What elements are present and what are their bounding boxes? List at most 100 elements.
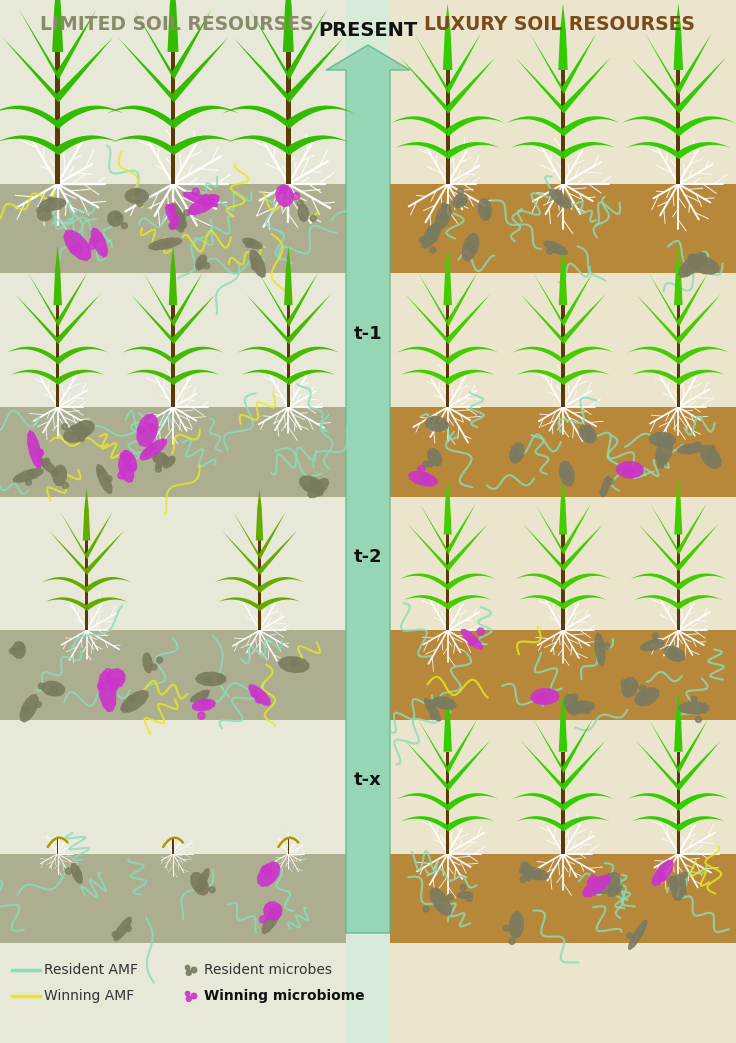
Polygon shape xyxy=(678,596,722,610)
Polygon shape xyxy=(257,862,280,887)
Bar xyxy=(0,630,346,720)
Circle shape xyxy=(122,705,128,710)
Polygon shape xyxy=(562,524,603,572)
Circle shape xyxy=(124,464,131,471)
Polygon shape xyxy=(288,38,343,102)
Polygon shape xyxy=(534,719,564,774)
Circle shape xyxy=(514,454,520,460)
Polygon shape xyxy=(288,9,327,80)
Circle shape xyxy=(431,236,437,242)
Polygon shape xyxy=(634,687,659,706)
Polygon shape xyxy=(664,646,686,662)
Circle shape xyxy=(696,717,701,723)
Circle shape xyxy=(43,207,50,212)
Bar xyxy=(390,184,736,273)
Polygon shape xyxy=(648,272,679,326)
Polygon shape xyxy=(41,681,66,697)
Polygon shape xyxy=(424,698,441,722)
Polygon shape xyxy=(678,272,708,326)
Circle shape xyxy=(151,664,157,670)
Polygon shape xyxy=(676,534,680,630)
Polygon shape xyxy=(263,901,283,921)
Polygon shape xyxy=(38,458,59,476)
Polygon shape xyxy=(447,346,499,365)
Polygon shape xyxy=(237,346,289,365)
Circle shape xyxy=(144,448,151,456)
Circle shape xyxy=(270,908,277,916)
Polygon shape xyxy=(98,671,116,712)
Polygon shape xyxy=(559,246,567,306)
Bar xyxy=(0,0,346,1043)
Circle shape xyxy=(198,712,205,720)
Circle shape xyxy=(316,490,322,495)
Circle shape xyxy=(153,244,159,250)
Polygon shape xyxy=(447,741,490,791)
Circle shape xyxy=(467,243,473,248)
Polygon shape xyxy=(288,136,349,155)
Polygon shape xyxy=(607,883,623,897)
Polygon shape xyxy=(165,204,180,227)
Polygon shape xyxy=(562,272,592,326)
Polygon shape xyxy=(506,116,564,137)
Polygon shape xyxy=(678,369,725,385)
Circle shape xyxy=(621,680,627,686)
Circle shape xyxy=(185,966,190,970)
Polygon shape xyxy=(562,306,565,407)
Polygon shape xyxy=(172,9,211,80)
Text: Winning microbiome: Winning microbiome xyxy=(204,989,364,1003)
Polygon shape xyxy=(447,57,495,114)
Polygon shape xyxy=(414,33,448,94)
Polygon shape xyxy=(288,294,331,344)
Polygon shape xyxy=(27,430,42,468)
Polygon shape xyxy=(621,116,679,137)
Polygon shape xyxy=(638,524,679,572)
Polygon shape xyxy=(57,838,58,854)
Polygon shape xyxy=(447,574,495,590)
Polygon shape xyxy=(615,461,644,479)
Polygon shape xyxy=(401,369,448,385)
Text: t-x: t-x xyxy=(354,771,382,789)
Circle shape xyxy=(311,480,316,486)
Polygon shape xyxy=(222,531,260,575)
Circle shape xyxy=(428,700,434,706)
Circle shape xyxy=(467,896,473,901)
Polygon shape xyxy=(559,479,567,534)
Circle shape xyxy=(477,628,484,635)
Polygon shape xyxy=(120,689,149,712)
Polygon shape xyxy=(391,116,448,137)
Circle shape xyxy=(280,186,288,193)
Circle shape xyxy=(710,445,715,452)
Polygon shape xyxy=(82,488,91,540)
Polygon shape xyxy=(241,369,289,385)
Circle shape xyxy=(186,970,191,975)
Circle shape xyxy=(428,226,434,233)
Polygon shape xyxy=(443,246,452,306)
Polygon shape xyxy=(461,233,479,262)
Polygon shape xyxy=(118,456,135,483)
Circle shape xyxy=(672,881,679,888)
Bar xyxy=(0,407,346,496)
Polygon shape xyxy=(627,793,679,811)
Circle shape xyxy=(113,931,118,938)
Circle shape xyxy=(202,194,210,201)
Polygon shape xyxy=(190,872,209,896)
Circle shape xyxy=(584,708,590,714)
Circle shape xyxy=(180,215,185,221)
Circle shape xyxy=(297,200,303,207)
Polygon shape xyxy=(283,0,294,52)
Polygon shape xyxy=(434,204,452,231)
Polygon shape xyxy=(395,142,448,160)
Circle shape xyxy=(640,690,646,697)
Circle shape xyxy=(556,190,562,196)
Polygon shape xyxy=(122,346,174,365)
Circle shape xyxy=(184,210,190,216)
Circle shape xyxy=(698,259,704,264)
Circle shape xyxy=(578,701,584,707)
Polygon shape xyxy=(676,306,680,407)
Polygon shape xyxy=(562,741,606,791)
Polygon shape xyxy=(408,524,448,572)
Polygon shape xyxy=(397,346,448,365)
Polygon shape xyxy=(403,596,448,610)
Polygon shape xyxy=(258,540,261,630)
Circle shape xyxy=(38,683,44,689)
